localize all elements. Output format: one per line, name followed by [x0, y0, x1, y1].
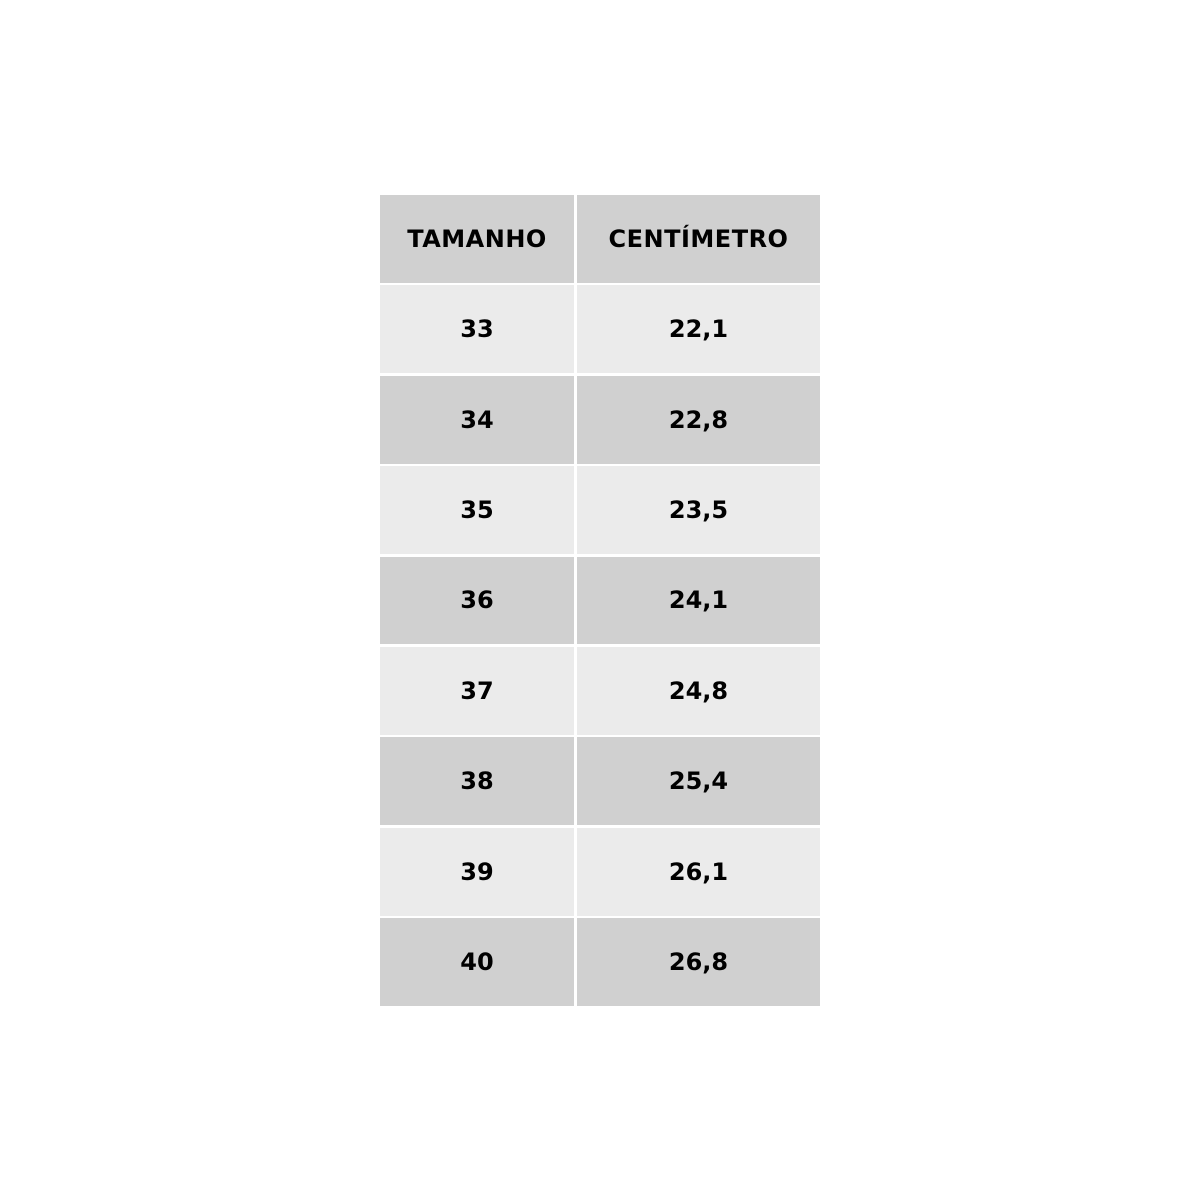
size-cell: 35	[380, 466, 574, 554]
centimeter-cell: 23,5	[577, 466, 820, 554]
centimeter-cell: 24,8	[577, 646, 820, 735]
centimeter-cell: 24,1	[577, 556, 820, 645]
centimeter-cell: 26,8	[577, 918, 820, 1006]
centimeter-cell: 25,4	[577, 737, 820, 826]
centimeter-cell: 22,1	[577, 285, 820, 374]
size-cell: 40	[380, 918, 574, 1006]
size-cell: 39	[380, 827, 574, 916]
size-cell: 38	[380, 737, 574, 826]
header-size: TAMANHO	[380, 195, 574, 283]
header-centimeter: CENTÍMETRO	[577, 195, 820, 283]
size-cell: 37	[380, 646, 574, 735]
size-table: TAMANHO CENTÍMETRO 33 22,1 34 22,8 35 23,5 36 2…	[380, 195, 820, 1006]
size-cell: 33	[380, 285, 574, 374]
centimeter-cell: 26,1	[577, 827, 820, 916]
centimeter-cell: 22,8	[577, 375, 820, 464]
size-cell: 36	[380, 556, 574, 645]
size-cell: 34	[380, 375, 574, 464]
